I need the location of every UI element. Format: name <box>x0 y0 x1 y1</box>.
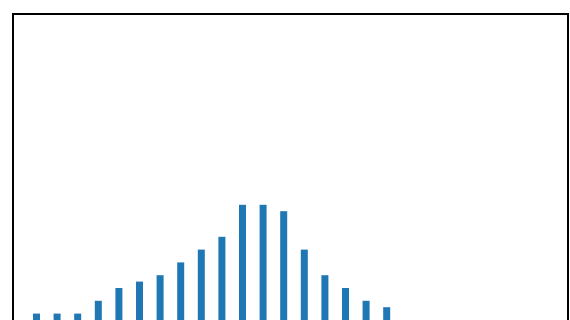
plot-frame <box>12 13 569 320</box>
bar-3 <box>94 300 102 320</box>
bar-series <box>33 204 391 320</box>
bar-12 <box>280 211 288 320</box>
bar-2 <box>74 313 82 320</box>
bar-17 <box>383 307 391 320</box>
bar-15 <box>342 288 349 320</box>
bar-11 <box>259 204 267 320</box>
bar-1 <box>53 313 61 320</box>
bar-8 <box>197 249 205 320</box>
bar-9 <box>218 236 226 320</box>
bar-16 <box>362 300 370 320</box>
bar-13 <box>300 249 308 320</box>
bar-4 <box>115 288 123 320</box>
bar-5 <box>136 281 143 320</box>
bar-14 <box>321 275 329 320</box>
bar-7 <box>177 262 185 320</box>
bar-10 <box>239 204 246 320</box>
bar-6 <box>156 275 164 320</box>
bar-0 <box>33 313 40 320</box>
